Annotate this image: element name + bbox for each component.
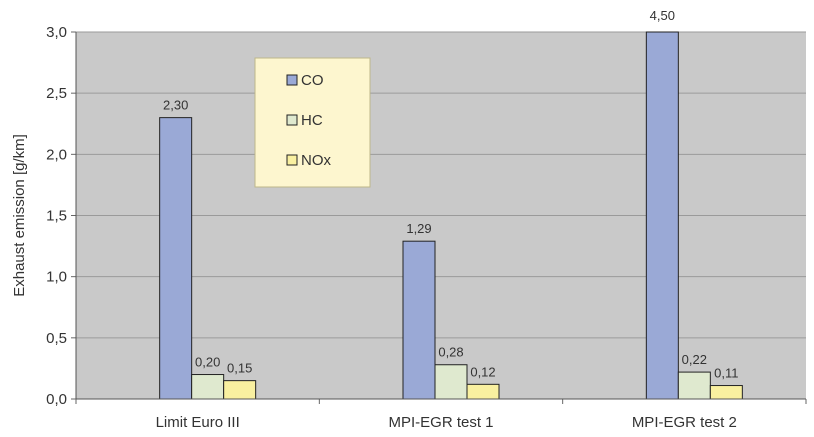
bar-nox-1 [223, 380, 257, 400]
x-axis-ticks: Limit Euro III MPI-EGR test 1 MPI-EGR test… [75, 399, 807, 431]
data-label-co-2: 1,29 [406, 221, 431, 236]
legend: CO HC NOx [254, 57, 371, 188]
data-label-nox-3: 0,11 [714, 366, 738, 381]
data-label-co-1: 2,30 [163, 98, 188, 113]
y-tick-label: 2,0 [46, 146, 67, 163]
bar-co-2 [402, 240, 436, 400]
y-tick-label: 1,0 [46, 269, 67, 286]
legend-swatch-co [286, 74, 298, 86]
y-tick-label: 0,0 [46, 391, 67, 408]
y-tick-label: 0,5 [46, 330, 67, 347]
data-label-co-3: 4,50 [650, 8, 675, 23]
bar-nox-2 [466, 383, 500, 400]
bar-nox-3 [709, 385, 743, 400]
bars [159, 31, 743, 400]
legend-swatch-hc [286, 114, 298, 126]
bar-hc-2 [434, 364, 468, 400]
bar-co-3 [645, 31, 679, 400]
data-label-hc-3: 0,22 [682, 352, 707, 367]
data-label-hc-1: 0,20 [195, 355, 220, 370]
y-axis-label: Exhaust emission [g/km] [11, 134, 28, 297]
x-tick-label: MPI-EGR test 2 [632, 414, 737, 431]
data-label-nox-1: 0,15 [227, 361, 252, 376]
bar-co-1 [159, 117, 193, 400]
legend-label-nox: NOx [301, 152, 332, 169]
y-axis-ticks: 0,0 0,5 1,0 1,5 2,0 2,5 3,0 [46, 24, 76, 408]
data-label-hc-2: 0,28 [438, 345, 463, 360]
legend-swatch-nox [286, 154, 298, 166]
y-tick-label: 3,0 [46, 24, 67, 41]
data-label-nox-2: 0,12 [470, 364, 495, 379]
bar-hc-3 [677, 371, 711, 400]
legend-label-hc: HC [301, 112, 323, 129]
grid-lines [76, 31, 806, 339]
y-tick-label: 1,5 [46, 208, 67, 225]
y-tick-label: 2,5 [46, 85, 67, 102]
data-labels: 2,30 0,20 0,15 1,29 0,28 0,12 4,50 0,22 0,11 [163, 8, 738, 381]
legend-label-co: CO [301, 72, 324, 89]
x-tick-label: MPI-EGR test 1 [388, 414, 493, 431]
bar-hc-1 [191, 374, 225, 400]
legend-box [254, 57, 371, 188]
x-tick-label: Limit Euro III [156, 414, 240, 431]
